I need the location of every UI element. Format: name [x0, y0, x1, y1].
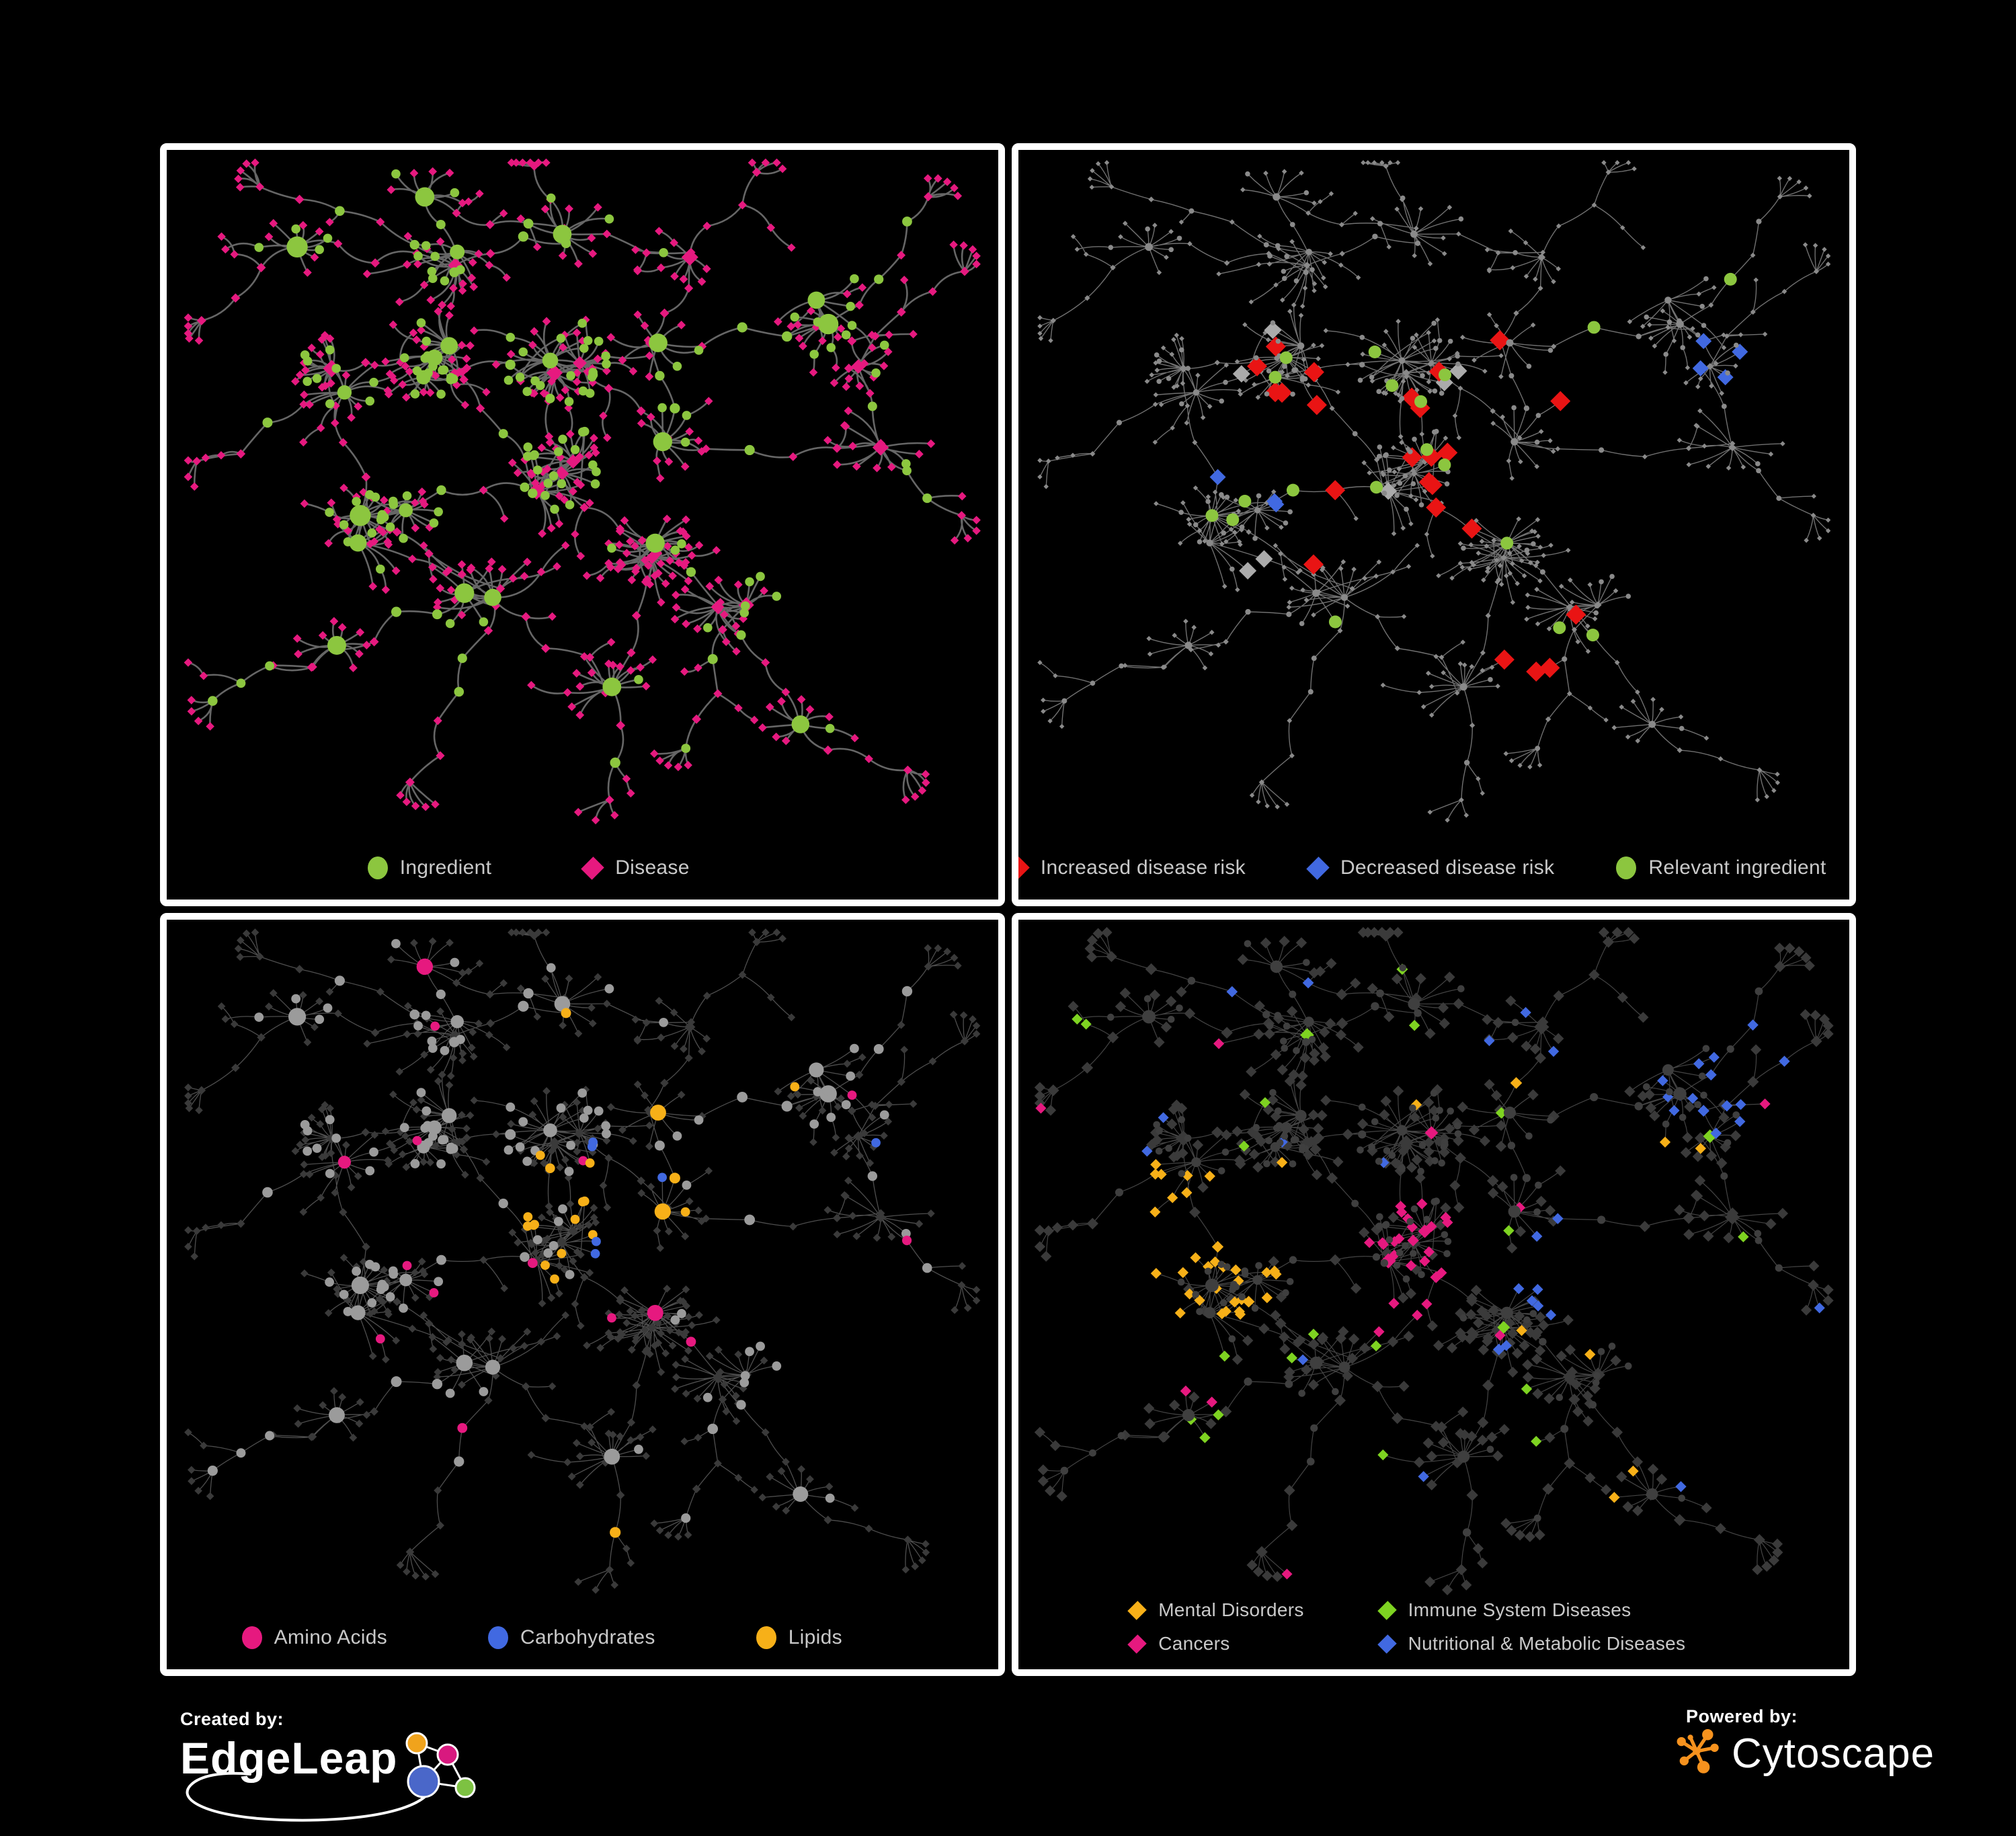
panel-disease-classes: Mental Disorders Immune System Diseases … — [1011, 913, 1856, 1676]
decreased-risk-marker-icon — [1306, 856, 1330, 880]
edgeleap-row: EdgeLeap — [180, 1732, 503, 1822]
mental-disorders-marker-icon — [1127, 1600, 1147, 1620]
legend-item: Nutritional & Metabolic Diseases — [1377, 1633, 1686, 1654]
metabolic-diseases-marker-icon — [1377, 1634, 1397, 1654]
relevant-ingredient-marker-icon — [1616, 856, 1637, 879]
legend-label: Carbohydrates — [520, 1626, 655, 1648]
disease-marker-icon — [581, 856, 604, 880]
legend-label: Lipids — [788, 1626, 842, 1648]
legend-item: Ingredient — [367, 856, 492, 879]
legend: Ingredient Disease — [167, 856, 944, 880]
cytoscape-brand: Powered by: Cytoscape — [1675, 1706, 1935, 1778]
network-graph-ingredient-disease — [167, 150, 998, 835]
amino-acids-marker-icon — [241, 1626, 262, 1649]
lipids-marker-icon — [756, 1626, 776, 1649]
panel-grid: Ingredient Disease Increased disease ris… — [160, 143, 1856, 1676]
cytoscape-logo-icon — [1677, 1729, 1719, 1773]
legend-item: Amino Acids — [241, 1626, 387, 1649]
immune-diseases-marker-icon — [1377, 1600, 1397, 1620]
increased-risk-marker-icon — [1018, 856, 1030, 880]
panel-nutrient-classes: Amino Acids Carbohydrates Lipids — [160, 913, 1005, 1676]
legend-label: Disease — [615, 856, 690, 879]
network-graph-disease-risk — [1018, 150, 1850, 835]
legend: Increased disease risk Decreased disease… — [1018, 856, 1832, 880]
legend-label: Decreased disease risk — [1340, 856, 1555, 879]
legend-item: Decreased disease risk — [1306, 856, 1555, 880]
edgeleap-logo-icon — [186, 1732, 476, 1822]
cytoscape-wordmark: Cytoscape — [1732, 1730, 1935, 1777]
legend-label: Mental Disorders — [1158, 1599, 1304, 1620]
network-graph-disease-classes — [1018, 920, 1850, 1605]
legend-label: Amino Acids — [274, 1626, 387, 1648]
cytoscape-row: Cytoscape — [1675, 1728, 1935, 1778]
legend-item: Mental Disorders — [1127, 1599, 1304, 1621]
legend: Mental Disorders Immune System Diseases … — [1018, 1599, 1822, 1654]
panel-disease-risk: Increased disease risk Decreased disease… — [1011, 143, 1856, 906]
legend-item: Relevant ingredient — [1616, 856, 1826, 879]
legend-item: Immune System Diseases — [1377, 1599, 1631, 1621]
ingredient-marker-icon — [367, 856, 388, 879]
legend-item: Lipids — [756, 1626, 842, 1649]
legend-label: Nutritional & Metabolic Diseases — [1408, 1633, 1686, 1654]
edgeleap-brand: Created by: EdgeLeap — [180, 1709, 503, 1822]
legend-label: Ingredient — [399, 856, 492, 879]
edgeleap-wordmark: EdgeLeap — [180, 1733, 398, 1783]
cancers-marker-icon — [1127, 1634, 1147, 1654]
legend-label: Increased disease risk — [1040, 856, 1246, 879]
carbohydrates-marker-icon — [488, 1626, 508, 1649]
created-by-label: Created by: — [180, 1709, 284, 1729]
legend-label: Cancers — [1158, 1633, 1230, 1654]
legend-item: Disease — [581, 856, 690, 880]
powered-by-label: Powered by: — [1686, 1706, 1798, 1726]
legend: Amino Acids Carbohydrates Lipids — [167, 1626, 958, 1649]
legend-item: Increased disease risk — [1018, 856, 1246, 880]
legend-label: Relevant ingredient — [1648, 856, 1826, 879]
legend-label: Immune System Diseases — [1408, 1599, 1631, 1620]
legend-item: Cancers — [1127, 1633, 1230, 1654]
legend-item: Carbohydrates — [488, 1626, 655, 1649]
network-graph-nutrient-classes — [167, 920, 998, 1605]
panel-ingredient-disease: Ingredient Disease — [160, 143, 1005, 906]
